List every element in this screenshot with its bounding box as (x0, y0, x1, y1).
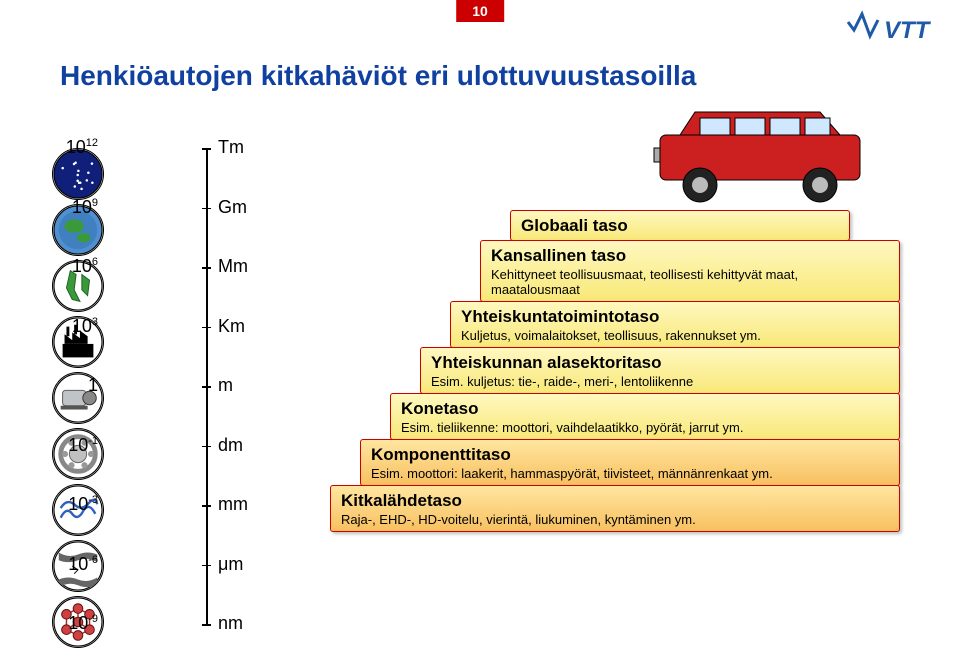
level-title: Globaali taso (521, 216, 839, 236)
level-title: Konetaso (401, 399, 889, 419)
level-subtitle: Kehittyneet teollisuusmaat, teollisesti … (491, 267, 889, 297)
level-card: KitkalähdetasoRaja-, EHD-, HD-voitelu, v… (330, 485, 900, 532)
axis-tick (202, 386, 211, 388)
level-title: Komponenttitaso (371, 445, 889, 465)
axis-tick (202, 624, 211, 626)
axis-value: 106 (48, 256, 98, 277)
level-subtitle: Kuljetus, voimalaitokset, teollisuus, ra… (461, 328, 889, 343)
level-title: Yhteiskunnan alasektoritaso (431, 353, 889, 373)
level-card: Yhteiskunnan alasektoritasoEsim. kuljetu… (420, 347, 900, 394)
svg-text:VTT: VTT (884, 17, 932, 44)
axis-unit: Km (218, 316, 245, 337)
axis-value: 1012 (48, 137, 98, 158)
level-subtitle: Esim. moottori: laakerit, hammaspyörät, … (371, 466, 889, 481)
axis-value: 10-1 (48, 435, 98, 456)
axis-unit: nm (218, 613, 243, 634)
level-subtitle: Esim. kuljetus: tie-, raide-, meri-, len… (431, 374, 889, 389)
car-illustration (640, 100, 880, 210)
axis-tick (202, 446, 211, 448)
axis-unit: m (218, 375, 233, 396)
axis-tick (202, 505, 211, 507)
axis-value: 109 (48, 197, 98, 218)
level-card: Globaali taso (510, 210, 850, 241)
axis-unit: μm (218, 554, 243, 575)
level-title: Yhteiskuntatoimintotaso (461, 307, 889, 327)
axis-value: 1 (48, 375, 98, 396)
axis-unit: Mm (218, 256, 248, 277)
vtt-logo: VTT (842, 8, 942, 48)
level-card: Kansallinen tasoKehittyneet teollisuusma… (480, 240, 900, 302)
level-card: KonetasoEsim. tieliikenne: moottori, vai… (390, 393, 900, 440)
page-number-badge: 10 (456, 0, 504, 22)
level-subtitle: Esim. tieliikenne: moottori, vaihdelaati… (401, 420, 889, 435)
level-card: YhteiskuntatoimintotasoKuljetus, voimala… (450, 301, 900, 348)
axis-value: 10-3 (48, 494, 98, 515)
axis-tick (202, 267, 211, 269)
level-cards: Globaali taso Kansallinen tasoKehittyneet… (300, 210, 920, 531)
axis-tick (202, 208, 211, 210)
page-title: Henkiöautojen kitkahäviöt eri ulottuvuus… (60, 60, 696, 92)
axis-tick (202, 565, 211, 567)
axis-unit: Gm (218, 197, 247, 218)
axis-tick (202, 148, 211, 150)
axis-unit: mm (218, 494, 248, 515)
axis-unit: Tm (218, 137, 244, 158)
axis-unit: dm (218, 435, 243, 456)
level-subtitle: Raja-, EHD-, HD-voitelu, vierintä, liuku… (341, 512, 889, 527)
axis-value: 103 (48, 316, 98, 337)
axis-value: 10-6 (48, 554, 98, 575)
axis-value: 10-9 (48, 613, 98, 634)
level-title: Kitkalähdetaso (341, 491, 889, 511)
level-title: Kansallinen taso (491, 246, 889, 266)
level-card: KomponenttitasoEsim. moottori: laakerit,… (360, 439, 900, 486)
axis-tick (202, 327, 211, 329)
